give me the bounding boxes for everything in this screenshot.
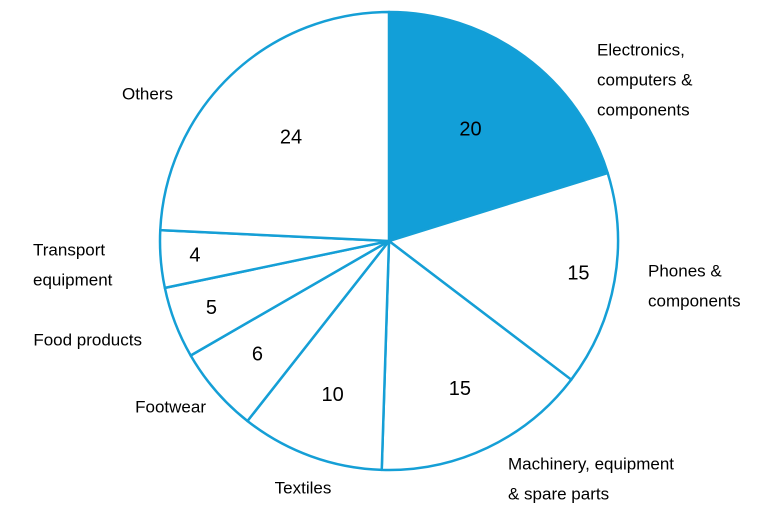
category-label-electronics-computers-and-components: Electronics, computers & components: [597, 40, 693, 119]
pie-slice-textiles: [246, 239, 391, 472]
category-label-others: Others: [122, 84, 173, 103]
pie-slice-machinery-equipment-and-spare-parts: [380, 239, 573, 472]
category-label-footwear: Footwear: [135, 397, 206, 416]
value-label-footwear: 6: [252, 343, 263, 365]
category-labels: Electronics, computers & components Phones …: [33, 40, 741, 503]
pie-slices: [158, 10, 620, 472]
pie-slice-others: [159, 10, 391, 243]
value-label-transport-equipment: 4: [189, 245, 200, 267]
value-label-food-products: 5: [206, 297, 217, 319]
category-label-phones-and-components: Phones & components: [648, 261, 741, 310]
pie-slice-phones-and-components: [387, 171, 620, 381]
value-label-machinery-equipment-and-spare-parts: 15: [449, 378, 471, 400]
pie-slice-electronics-computers-and-components: [387, 10, 609, 243]
category-label-food-products: Food products: [33, 330, 142, 349]
value-label-others: 24: [280, 127, 302, 149]
category-label-machinery-equipment-and-spare-parts: Machinery, equipment & spare parts: [508, 454, 674, 503]
value-labels: 20 15 15 10 6 5 4 24: [189, 119, 589, 407]
value-label-textiles: 10: [321, 384, 343, 406]
value-label-electronics-computers-and-components: 20: [459, 119, 481, 141]
category-label-transport-equipment: Transport equipment: [33, 240, 113, 289]
value-label-phones-and-components: 15: [567, 263, 589, 285]
category-label-textiles: Textiles: [275, 478, 332, 497]
